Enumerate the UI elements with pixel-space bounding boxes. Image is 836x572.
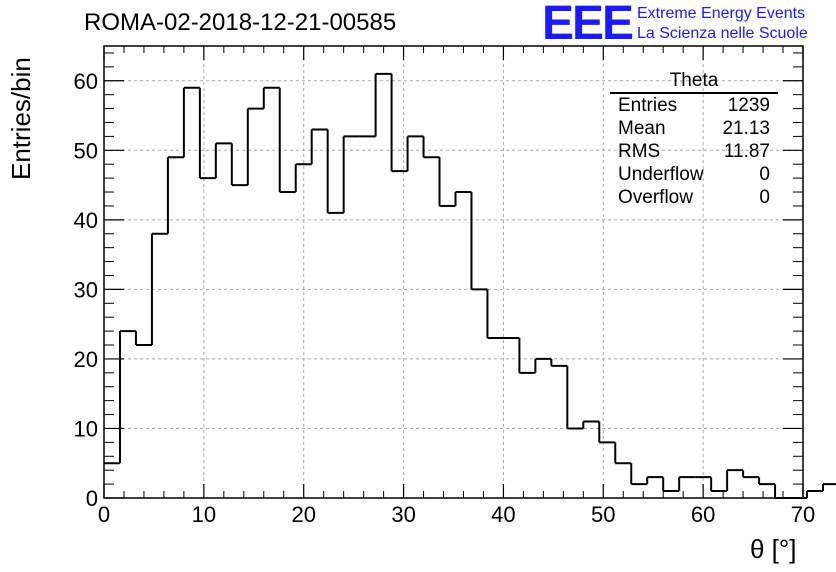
stats-label: Entries: [618, 95, 678, 116]
y-tick-label: 40: [74, 208, 98, 233]
x-tick-label: 70: [791, 502, 815, 527]
stats-row-mean: Mean 21.13: [610, 117, 778, 140]
chart-title: ROMA-02-2018-12-21-00585: [84, 9, 397, 36]
stats-title: Theta: [610, 70, 778, 94]
stats-value: 0: [759, 187, 770, 208]
logo-caption-line1: Extreme Energy Events: [637, 5, 806, 22]
stats-row-overflow: Overflow 0: [610, 186, 778, 209]
stats-label: Underflow: [618, 164, 704, 185]
x-tick-label: 50: [591, 502, 615, 527]
y-tick-label: 50: [74, 138, 98, 163]
stats-value: 21.13: [722, 118, 770, 139]
logo-caption-line2: La Scienza nelle Scuole: [637, 25, 808, 42]
y-tick-label: 20: [74, 347, 98, 372]
stats-value: 1239: [727, 95, 770, 116]
stats-value: 0: [759, 164, 770, 185]
x-tick-label: 30: [391, 502, 415, 527]
stats-row-underflow: Underflow 0: [610, 163, 778, 186]
x-tick-label: 20: [291, 502, 315, 527]
stats-value: 11.87: [723, 141, 770, 162]
stats-label: RMS: [618, 141, 661, 162]
x-tick-label: 60: [691, 502, 715, 527]
x-axis-label: θ [°]: [750, 534, 797, 564]
x-tick-label: 40: [491, 502, 515, 527]
stats-row-entries: Entries 1239: [610, 94, 778, 117]
eee-logo: EEE: [542, 0, 634, 50]
x-tick-label: 10: [192, 502, 216, 527]
y-tick-label: 0: [86, 486, 98, 511]
y-tick-label: 10: [74, 416, 98, 441]
plot-frame: [103, 45, 804, 499]
stats-label: Mean: [618, 118, 666, 139]
x-tick-label: 0: [98, 502, 110, 527]
y-tick-label: 60: [74, 69, 98, 94]
logo-caption: Extreme Energy Events La Scienza nelle S…: [637, 4, 808, 44]
stats-label: Overflow: [618, 187, 693, 208]
stats-box: Theta Entries 1239 Mean 21.13 RMS 11.87 …: [610, 70, 778, 209]
y-tick-label: 30: [74, 277, 98, 302]
y-axis-label: Entries/bin: [6, 57, 36, 180]
stats-row-rms: RMS 11.87: [610, 140, 778, 163]
